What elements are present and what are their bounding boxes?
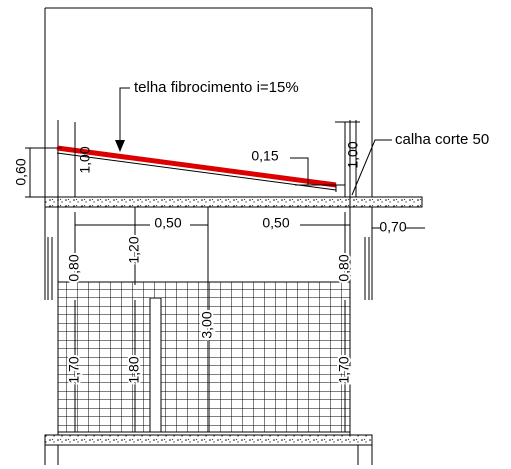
dimension: 0,80 <box>66 254 82 281</box>
dimension: 0,60 <box>13 158 29 185</box>
slab-bottom <box>44 434 373 446</box>
dimension: 0,50 <box>262 215 289 231</box>
dimension: 0,80 <box>336 254 352 281</box>
roof-tile <box>56 145 337 188</box>
dimension: 0,50 <box>154 215 181 231</box>
gutter-label: calha corte 50 <box>395 131 489 148</box>
wall-outline <box>44 7 373 197</box>
dimension: 1,20 <box>126 236 142 263</box>
dimension: 1,00 <box>345 141 361 168</box>
mesh <box>57 281 351 433</box>
dimension: 1,70 <box>336 356 352 383</box>
openings <box>47 237 370 300</box>
door-post <box>149 297 162 433</box>
arrow <box>115 140 125 152</box>
dimension: 1,70 <box>66 356 82 383</box>
leader <box>119 87 130 148</box>
slab <box>44 196 423 208</box>
leader <box>351 139 392 196</box>
dimension: 1,00 <box>77 146 93 173</box>
roof-edge <box>56 152 345 192</box>
dimension-lines <box>25 121 425 433</box>
roof-label: telha fibrocimento i=15% <box>134 79 299 96</box>
dimension: 0,15 <box>251 148 278 164</box>
dimension: 1,80 <box>126 356 142 383</box>
dimension: 3,00 <box>199 311 215 338</box>
dimension: 0,70 <box>379 219 406 235</box>
walls <box>44 120 373 465</box>
